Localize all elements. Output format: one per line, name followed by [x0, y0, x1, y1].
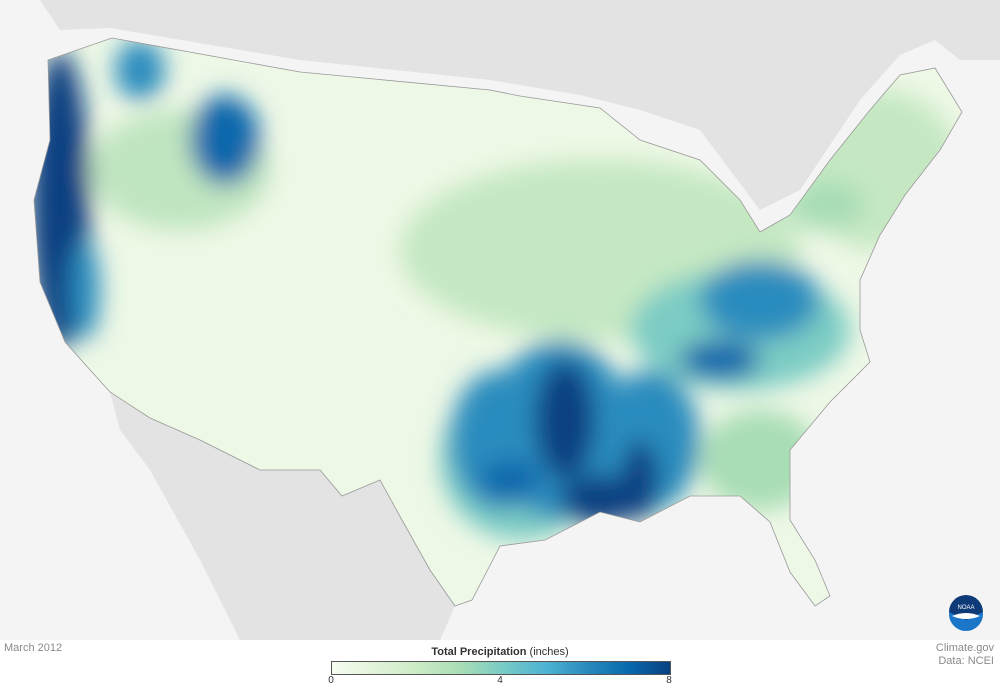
us-precipitation-map: NOAA — [0, 0, 1000, 640]
date-label: March 2012 — [4, 642, 63, 654]
legend-tick: 4 — [497, 675, 503, 686]
noaa-logo-text: NOAA — [957, 605, 974, 611]
noaa-logo: NOAA — [949, 595, 983, 631]
legend-units: (inches) — [529, 646, 569, 658]
credit-data: Data: NCEI — [938, 655, 994, 667]
legend-color-bar — [331, 661, 671, 675]
legend-title: Total Precipitation (inches) — [330, 646, 670, 658]
legend-title-text: Total Precipitation — [431, 646, 527, 658]
legend-tick: 8 — [666, 675, 672, 686]
canada-landmass — [0, 0, 1000, 210]
legend-tick: 0 — [328, 675, 334, 686]
credit-source: Climate.gov — [935, 642, 994, 654]
credit: Climate.gov Data: NCEI — [936, 642, 994, 668]
mexico-landmass — [110, 392, 455, 640]
